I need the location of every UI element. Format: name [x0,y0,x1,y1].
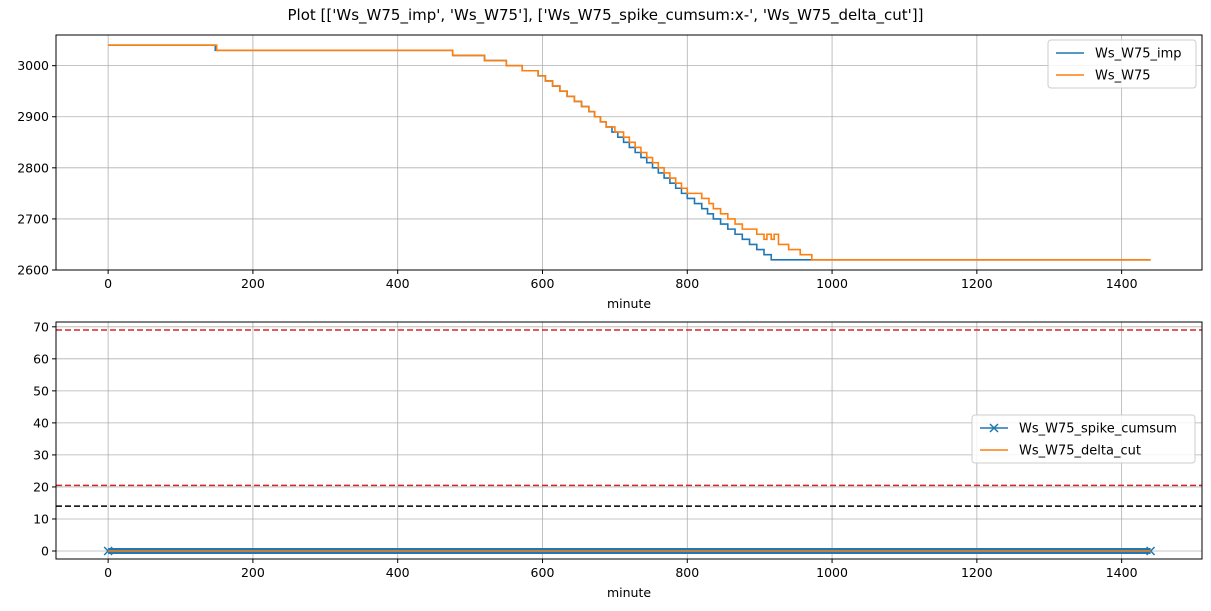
y-tick-label: 70 [33,319,49,334]
x-tick-label: 1000 [816,276,848,291]
axes-frame [55,34,1203,271]
x-tick-label: 400 [386,565,410,580]
axes-frame [55,321,1203,560]
x-tick-label: 400 [386,276,410,291]
legend-marker [989,423,999,433]
x-tick-label: 200 [241,276,265,291]
x-axis-label: minute [607,585,651,600]
x-tick-label: 0 [104,565,112,580]
y-tick-label: 10 [33,511,49,526]
x-tick-label: 1400 [1106,565,1138,580]
x-tick-label: 1400 [1106,276,1138,291]
y-tick-label: 2800 [17,160,49,175]
legend-label: Ws_W75_spike_cumsum [1019,422,1177,437]
x-tick-label: 1200 [961,276,993,291]
legend-box [1047,39,1197,89]
y-tick-label: 2600 [17,263,49,278]
y-tick-label: 20 [33,479,49,494]
series-line [108,44,1151,261]
y-tick-label: 40 [33,415,49,430]
bottom-axes: 0 200 400 600 800 1000 1200 1400 0 10 20 30 40 50 60 70… [33,319,1203,600]
top-axes: 0 200 400 600 800 1000 1200 1400 2600 2700 2800 290… [17,34,1203,311]
x-tick-label: 600 [531,276,555,291]
x-axis-label: minute [607,296,651,311]
y-tick-label: 2900 [17,109,49,124]
y-tick-label: 3000 [17,58,49,73]
figure-title: Plot [['Ws_W75_imp', 'Ws_W75'], ['Ws_W75… [287,6,924,24]
x-tick-label: 600 [531,565,555,580]
x-tick-label: 1000 [816,565,848,580]
x-tick-label: 800 [675,565,699,580]
legend-label: Ws_W75_imp [1095,47,1182,62]
series-line [108,44,1151,261]
y-tick-label: 60 [33,351,49,366]
legend-label: Ws_W75 [1095,69,1151,84]
y-tick-label: 0 [41,543,49,558]
y-tick-label: 30 [33,447,49,462]
x-tick-label: 0 [104,276,112,291]
x-tick-label: 1200 [961,565,993,580]
y-tick-label: 2700 [17,211,49,226]
x-tick-label: 800 [675,276,699,291]
legend-label: Ws_W75_delta_cut [1019,444,1141,459]
legend-box [971,414,1196,464]
x-tick-label: 200 [241,565,265,580]
y-tick-label: 50 [33,383,49,398]
